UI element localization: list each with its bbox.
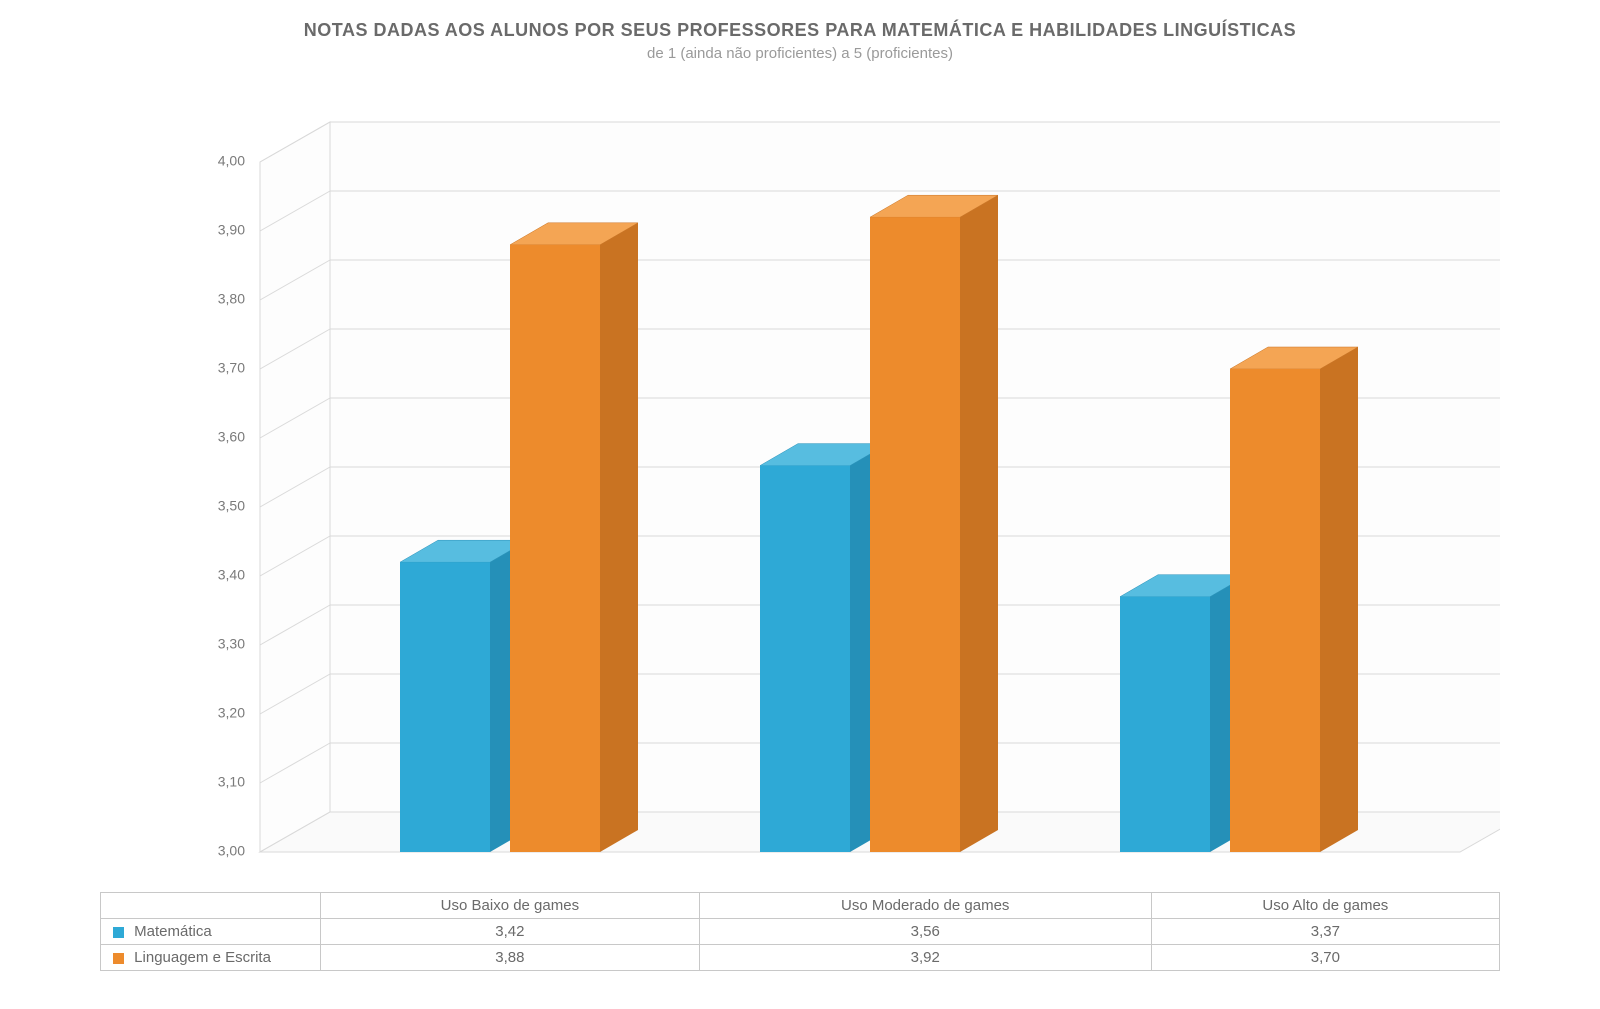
y-tick-label: 3,50 xyxy=(218,498,245,514)
bar-front xyxy=(760,466,850,852)
y-tick-label: 3,40 xyxy=(218,567,245,583)
series-name: Linguagem e Escrita xyxy=(134,949,271,966)
chart-svg: 3,00 3,10 3,20 3,30 3,40 3,50 3,60 3,70 3,80 3,90… xyxy=(100,72,1500,892)
y-tick-label: 3,90 xyxy=(218,222,245,238)
legend-swatch-matematica xyxy=(113,927,124,938)
y-tick-label: 3,20 xyxy=(218,705,245,721)
series-name: Matemática xyxy=(134,923,212,940)
table-col-header: Uso Baixo de games xyxy=(321,893,700,919)
table-cell: 3,42 xyxy=(321,919,700,945)
bar-side xyxy=(1320,347,1358,852)
bar-side xyxy=(960,195,998,852)
bar-front xyxy=(400,562,490,852)
chart-subtitle: de 1 (ainda não proficientes) a 5 (profi… xyxy=(20,45,1580,62)
y-tick-label: 3,30 xyxy=(218,636,245,652)
bar-side xyxy=(600,223,638,852)
table-cell: 3,70 xyxy=(1151,945,1499,971)
bar-front xyxy=(1120,597,1210,852)
y-tick-label: 4,00 xyxy=(218,153,245,169)
table-col-header: Uso Alto de games xyxy=(1151,893,1499,919)
legend-swatch-linguagem xyxy=(113,953,124,964)
table-cell: 3,92 xyxy=(699,945,1151,971)
table-cell: 3,56 xyxy=(699,919,1151,945)
bar-front xyxy=(510,245,600,852)
table-cell: 3,88 xyxy=(321,945,700,971)
y-tick-label: 3,70 xyxy=(218,360,245,376)
chart-container: NOTAS DADAS AOS ALUNOS POR SEUS PROFESSO… xyxy=(20,20,1580,989)
chart-title: NOTAS DADAS AOS ALUNOS POR SEUS PROFESSO… xyxy=(20,20,1580,41)
table-header-row: Uso Baixo de games Uso Moderado de games… xyxy=(101,893,1500,919)
table-row: Linguagem e Escrita 3,88 3,92 3,70 xyxy=(101,945,1500,971)
plot-area: 3,00 3,10 3,20 3,30 3,40 3,50 3,60 3,70 3,80 3,90… xyxy=(100,72,1500,892)
bar-front xyxy=(870,217,960,852)
y-tick-label: 3,60 xyxy=(218,429,245,445)
y-tick-label: 3,80 xyxy=(218,291,245,307)
title-block: NOTAS DADAS AOS ALUNOS POR SEUS PROFESSO… xyxy=(20,20,1580,62)
table-col-header: Uso Moderado de games xyxy=(699,893,1151,919)
table-cell: 3,37 xyxy=(1151,919,1499,945)
table-corner-cell xyxy=(101,893,321,919)
table-row-header: Linguagem e Escrita xyxy=(101,945,321,971)
table-row: Matemática 3,42 3,56 3,37 xyxy=(101,919,1500,945)
y-tick-label: 3,00 xyxy=(218,843,245,859)
bar-front xyxy=(1230,369,1320,852)
table-row-header: Matemática xyxy=(101,919,321,945)
y-tick-label: 3,10 xyxy=(218,774,245,790)
data-table: Uso Baixo de games Uso Moderado de games… xyxy=(100,892,1500,971)
